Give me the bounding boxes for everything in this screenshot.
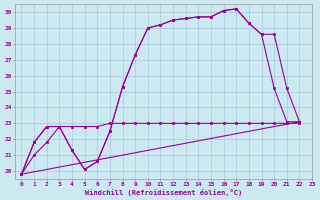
X-axis label: Windchill (Refroidissement éolien,°C): Windchill (Refroidissement éolien,°C) xyxy=(85,189,242,196)
